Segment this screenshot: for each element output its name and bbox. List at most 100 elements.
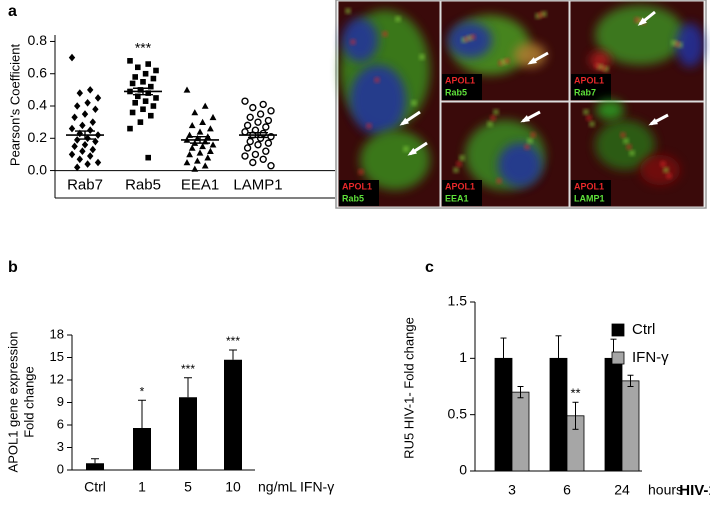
point	[81, 140, 89, 149]
y-tick-label: 0.0	[28, 161, 48, 177]
point	[135, 64, 141, 71]
cell-signal	[498, 143, 542, 187]
point	[199, 118, 206, 125]
point	[71, 142, 78, 151]
channel-label: Rab5	[445, 87, 467, 97]
point	[241, 152, 249, 160]
point	[196, 149, 204, 156]
cell-signal	[342, 18, 378, 62]
y-axis-label: APOL1 gene expression	[5, 332, 20, 473]
y-tick-label: 1.5	[448, 293, 468, 309]
y-tick-label: 0.5	[448, 405, 468, 421]
point	[145, 90, 151, 96]
point	[201, 162, 209, 169]
point	[267, 162, 275, 170]
point	[142, 98, 149, 104]
puncta	[395, 16, 401, 22]
bar	[224, 359, 242, 470]
point	[267, 132, 275, 141]
label-background	[571, 74, 611, 100]
point	[68, 150, 76, 159]
significance: ***	[226, 334, 240, 348]
point	[140, 106, 146, 113]
y-tick-label: 0	[57, 461, 64, 476]
puncta	[620, 132, 626, 138]
arrow-head	[648, 118, 658, 126]
x-axis-label: hours	[648, 482, 683, 498]
bar	[621, 380, 640, 472]
point	[76, 155, 83, 164]
puncta	[623, 138, 629, 144]
point	[251, 150, 260, 159]
point	[87, 86, 94, 94]
point	[204, 154, 212, 161]
y-axis-label: Fold change	[21, 366, 36, 438]
point	[89, 118, 96, 126]
channel-label: APOL1	[574, 181, 604, 191]
point	[196, 128, 204, 135]
puncta	[541, 11, 547, 17]
point	[79, 121, 86, 130]
puncta	[366, 123, 372, 129]
point	[89, 145, 96, 154]
puncta	[530, 132, 536, 138]
significance: **	[570, 386, 580, 401]
puncta	[524, 144, 530, 150]
point	[191, 165, 199, 172]
significance: *	[140, 384, 145, 398]
legend-swatch	[611, 323, 625, 337]
cell-signal	[595, 5, 685, 65]
puncta	[496, 178, 502, 184]
point	[207, 125, 214, 132]
significance: ***	[181, 362, 195, 376]
channel-label: Rab5	[342, 193, 364, 203]
x-tick-label: 5	[184, 479, 192, 495]
arrow-head	[399, 117, 409, 126]
point	[150, 103, 157, 109]
y-axis-label: Pearson's Coefficient	[7, 44, 22, 167]
point	[153, 95, 159, 101]
puncta	[345, 8, 351, 14]
point	[127, 58, 133, 64]
y-tick-label: 15	[50, 349, 64, 364]
puncta	[411, 100, 417, 106]
point	[127, 125, 133, 132]
x-tick-label: 24	[614, 482, 630, 498]
point	[137, 87, 144, 93]
point	[186, 151, 193, 158]
point	[148, 83, 154, 90]
puncta	[666, 173, 672, 179]
bar	[179, 397, 197, 470]
point	[74, 163, 81, 172]
point	[132, 74, 138, 80]
point	[241, 128, 249, 136]
x-tick-label: 6	[563, 482, 571, 498]
point	[71, 113, 78, 122]
x-axis-label: HIV-1	[679, 482, 710, 499]
point	[145, 154, 151, 161]
point	[264, 116, 273, 125]
point	[92, 137, 99, 146]
point	[140, 79, 146, 85]
point	[84, 98, 91, 107]
label-background	[442, 74, 482, 100]
point	[259, 155, 267, 163]
puncta	[350, 39, 356, 45]
cell-signal	[514, 43, 546, 67]
point	[207, 147, 214, 154]
point	[262, 123, 270, 131]
puncta	[470, 34, 476, 40]
point	[267, 107, 275, 115]
puncta	[419, 54, 425, 60]
point	[262, 147, 270, 155]
puncta	[456, 161, 462, 167]
puncta	[663, 167, 669, 173]
puncta	[671, 40, 677, 46]
arrow-head	[527, 57, 537, 65]
panel-letter: a	[8, 3, 17, 20]
point	[246, 113, 254, 122]
legend-label: IFN-γ	[632, 349, 669, 366]
puncta	[586, 115, 592, 121]
y-tick-label: 0.2	[28, 129, 48, 145]
puncta	[527, 138, 533, 144]
